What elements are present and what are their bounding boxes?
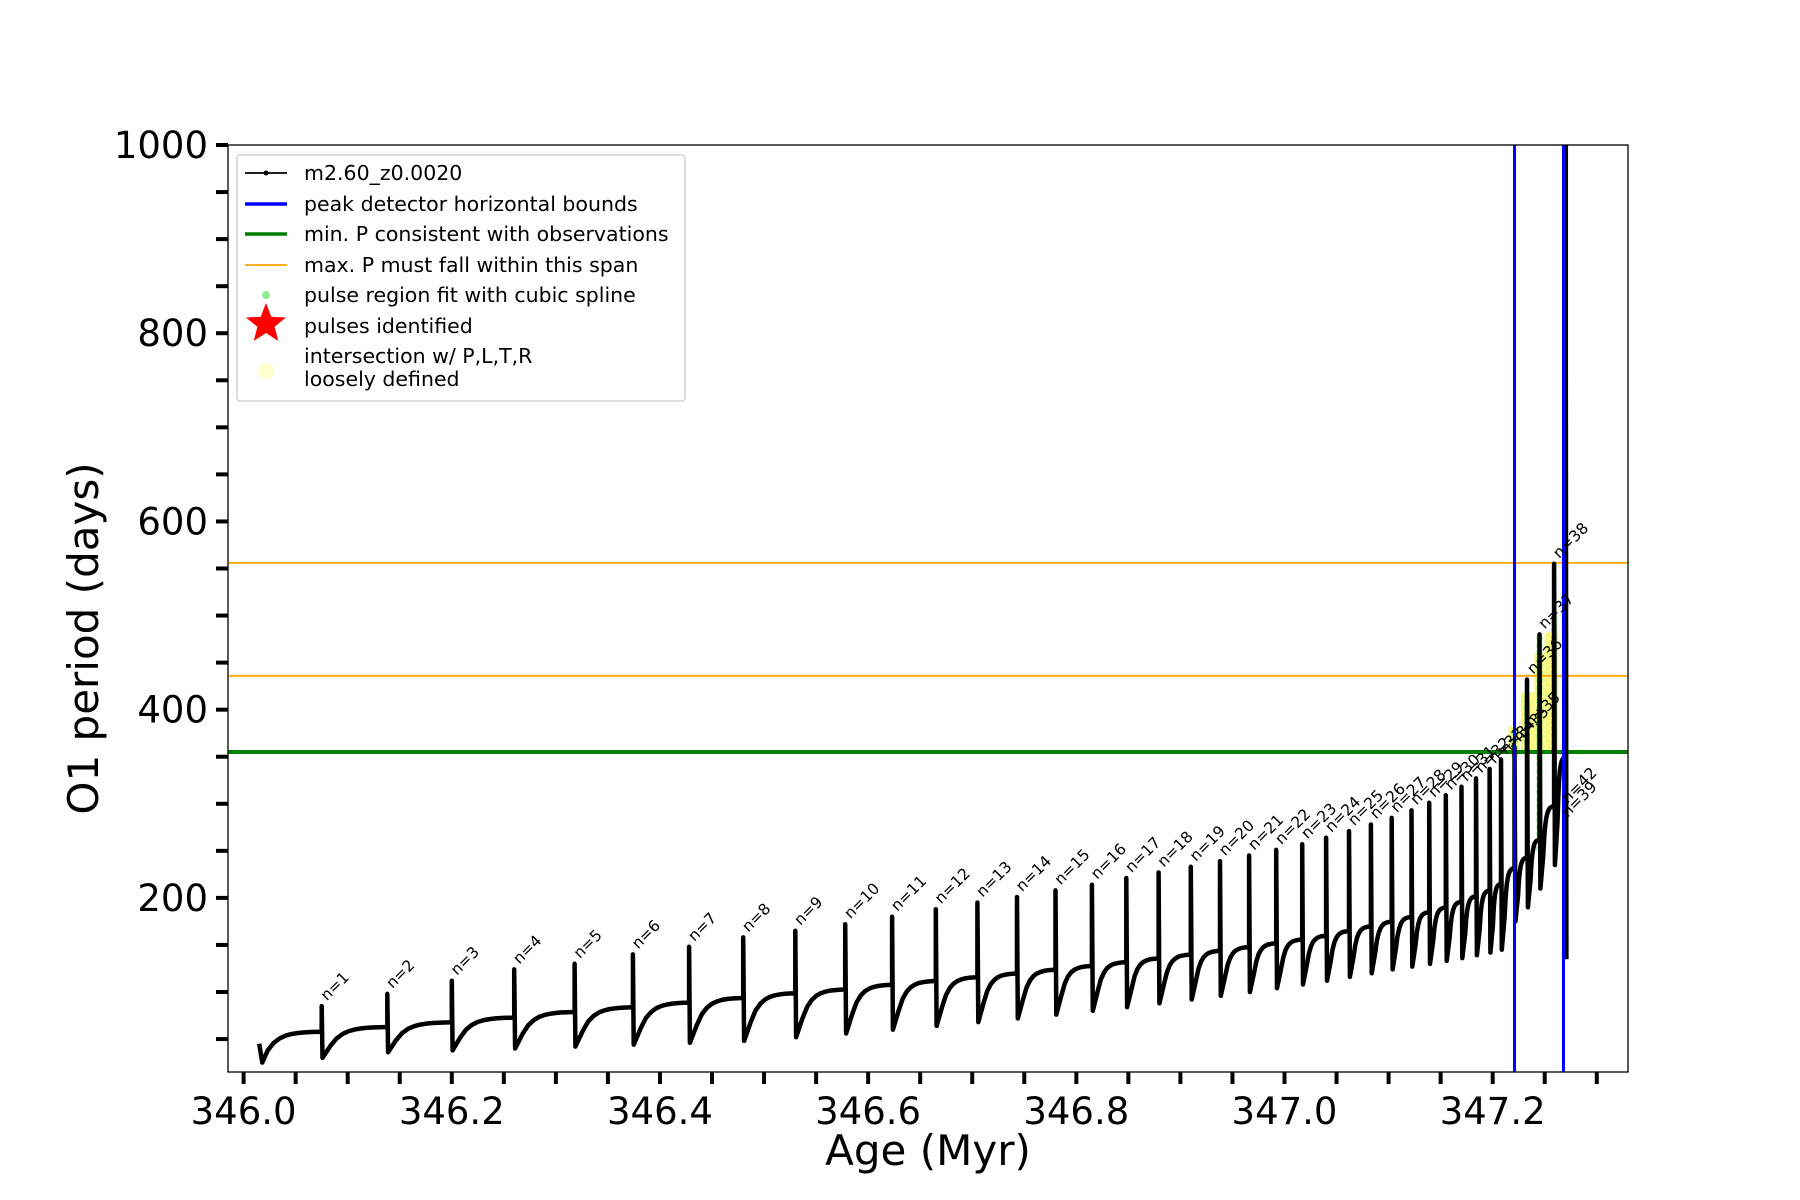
legend-label: max. P must fall within this span <box>304 253 638 277</box>
pulse-label: n=13 <box>973 858 1016 901</box>
legend-box <box>236 154 686 402</box>
legend-label: pulses identified <box>304 314 473 338</box>
pulse-label: n=15 <box>1051 846 1094 889</box>
pulse-labels: n=1 n=2 n=3 n=4 n=5 n=6 n=7 n=8 n=9 n=10 n=11 n=12n… <box>317 519 1601 1004</box>
pulse-label: n=1 <box>317 968 353 1004</box>
legend-label: pulse region fit with cubic spline <box>304 283 636 307</box>
pulse-label: n=14 <box>1012 852 1055 895</box>
x-tick-label: 346.2 <box>399 1090 505 1133</box>
x-tick-label: 346.6 <box>815 1090 921 1133</box>
x-tick-label: 347.2 <box>1440 1090 1546 1133</box>
pulse-label: n=5 <box>570 926 606 962</box>
star-icon <box>246 303 286 341</box>
pulse-label: n=9 <box>791 893 827 929</box>
y-tick-label: 400 <box>137 689 208 732</box>
legend-item: m2.60_z0.0020 <box>245 161 462 186</box>
y-tick-label: 600 <box>137 500 208 543</box>
pulse-label: n=6 <box>628 917 664 953</box>
x-tick-label: 346.8 <box>1023 1090 1129 1133</box>
period-track-line <box>256 145 1569 1065</box>
x-axis-title: Age (Myr) <box>825 1126 1031 1175</box>
pulse-label: n=3 <box>447 943 483 979</box>
legend-label: min. P consistent with observations <box>304 222 669 246</box>
y-axis: 200 400 600 800 1000 <box>114 124 228 1042</box>
pulse-label: n=38 <box>1549 519 1592 562</box>
legend-label: intersection w/ P,L,T,R <box>304 344 532 368</box>
legend-dot-swatch <box>258 363 274 379</box>
x-tick-label: 347.0 <box>1232 1090 1338 1133</box>
legend-item: pulse region fit with cubic spline <box>262 283 636 307</box>
pulse-label: n=4 <box>510 932 546 968</box>
plot-frame <box>227 144 1629 1073</box>
pulse-label: n=7 <box>684 909 720 945</box>
pulse-label: n=10 <box>841 880 884 923</box>
pulse-label: n=8 <box>739 900 775 936</box>
x-tick-label: 346.0 <box>191 1090 297 1133</box>
legend-item: max. P must fall within this span <box>245 253 638 277</box>
reference-lines <box>228 561 1628 755</box>
pulse-label: n=2 <box>383 956 419 992</box>
period-track <box>256 145 1569 1065</box>
peak-bound-lines <box>1513 145 1565 1072</box>
y-axis-title: O1 period (days) <box>59 462 108 814</box>
legend-label: loosely defined <box>304 367 460 391</box>
x-axis: 346.0 346.2 346.4 346.6 346.8 347.0 347.2 <box>191 1072 1599 1133</box>
legend-label: peak detector horizontal bounds <box>304 192 638 216</box>
legend-marker-swatch <box>263 170 269 176</box>
pulse-label: n=12 <box>931 864 974 907</box>
legend-item: min. P consistent with observations <box>245 222 669 246</box>
y-tick-label: 200 <box>137 877 208 920</box>
legend-label: m2.60_z0.0020 <box>304 161 462 186</box>
y-tick-label: 800 <box>137 312 208 355</box>
legend-item: pulses identified <box>246 303 473 341</box>
legend-dot-swatch <box>262 291 270 299</box>
legend-item: peak detector horizontal bounds <box>245 192 638 216</box>
y-tick-label: 1000 <box>114 124 208 167</box>
pulse-label: n=11 <box>887 872 930 915</box>
x-tick-label: 346.4 <box>607 1090 713 1133</box>
